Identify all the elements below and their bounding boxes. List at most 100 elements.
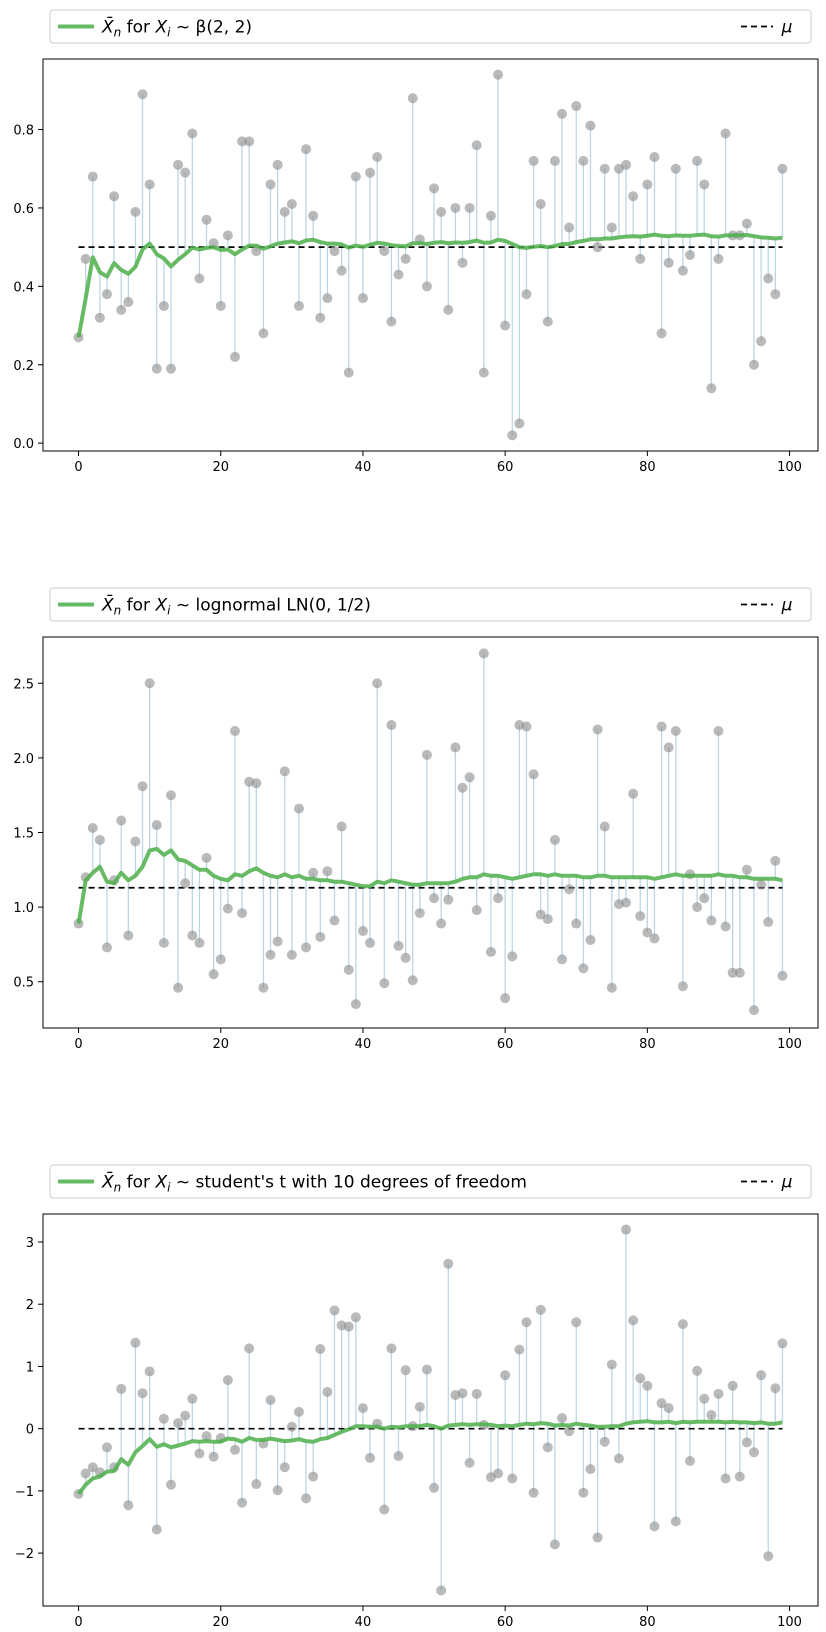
sample-point: [457, 782, 468, 793]
x-tick-label: 60: [497, 1615, 514, 1630]
x-tick-label: 60: [497, 1037, 514, 1052]
sample-point: [421, 749, 432, 760]
sample-point: [621, 897, 632, 908]
sample-point: [592, 1532, 603, 1543]
sample-point: [464, 202, 475, 213]
sample-point: [585, 1464, 596, 1475]
sample-point: [308, 210, 319, 221]
sample-point: [201, 1431, 212, 1442]
sample-point: [301, 1493, 312, 1504]
sample-point: [464, 772, 475, 783]
sample-point: [443, 894, 454, 905]
sample-point: [606, 1359, 617, 1370]
x-tick-label: 80: [639, 1037, 656, 1052]
sample-point: [308, 1471, 319, 1482]
legend-mu-label: μ: [781, 596, 793, 616]
sample-point: [365, 1452, 376, 1463]
sample-point: [365, 937, 376, 948]
sample-point: [564, 222, 575, 233]
sample-point: [336, 265, 347, 276]
sample-point: [130, 1337, 141, 1348]
sample-point: [94, 834, 105, 845]
sample-point: [123, 1500, 134, 1511]
sample-point: [571, 918, 582, 929]
sample-point: [507, 951, 518, 962]
sample-point: [222, 230, 233, 241]
sample-point: [222, 903, 233, 914]
sample-point: [400, 952, 411, 963]
y-tick-label: 0.4: [13, 280, 34, 295]
sample-point: [123, 930, 134, 941]
x-tick-label: 100: [777, 1037, 802, 1052]
plot-frame: [42, 1213, 819, 1607]
sample-point: [514, 418, 525, 429]
y-tick-label: 2.0: [13, 752, 34, 767]
sample-point: [286, 949, 297, 960]
sample-point: [685, 1456, 696, 1467]
sample-point: [109, 191, 120, 202]
sample-point: [549, 1539, 560, 1550]
sample-point: [350, 171, 361, 182]
sample-point: [414, 908, 425, 919]
sample-point: [749, 359, 760, 370]
sample-point: [279, 766, 290, 777]
sample-point: [400, 253, 411, 264]
chart-panel-3: 0 20 40 60 80 100 −2 −1 0 1 2 3 X̄n for Xi ∼ student…: [15, 1164, 819, 1630]
sample-point: [635, 253, 646, 264]
sample-point: [720, 1473, 731, 1484]
sample-point: [649, 152, 660, 162]
sample-point: [443, 1258, 454, 1269]
sample-point: [315, 931, 326, 942]
legend-mu-label: μ: [781, 18, 793, 38]
sample-point: [350, 999, 361, 1010]
y-tick-label: 3: [26, 1236, 34, 1251]
sample-point: [379, 978, 390, 989]
sample-point: [123, 297, 134, 308]
sample-point: [685, 250, 696, 260]
sample-point: [777, 163, 788, 174]
sample-point: [286, 1421, 297, 1432]
sample-point: [322, 293, 333, 304]
sample-point: [137, 1388, 148, 1399]
sample-point: [357, 1403, 368, 1414]
sample-point: [372, 152, 383, 162]
sample-point: [699, 179, 710, 190]
x-tick-label: 100: [777, 460, 802, 475]
sample-point: [293, 803, 304, 814]
sample-point: [549, 155, 560, 166]
sample-point: [101, 289, 112, 300]
sample-point: [457, 1388, 468, 1399]
sample-point: [592, 724, 603, 735]
sample-point: [677, 265, 688, 276]
sample-point: [87, 1462, 98, 1473]
sample-point: [528, 769, 539, 780]
sample-point: [137, 89, 148, 100]
sample-point: [756, 336, 767, 347]
chart-panel-2: 0 20 40 60 80 100 0.5 1.0 1.5 2.0 2.5 X̄n for Xi ∼ …: [13, 587, 819, 1052]
sample-point: [329, 246, 340, 257]
sample-point: [692, 902, 703, 913]
sample-point: [237, 136, 248, 147]
sample-point: [208, 969, 219, 980]
sample-point: [599, 821, 610, 832]
sample-point: [670, 1516, 681, 1527]
sample-point: [542, 316, 553, 327]
sample-point: [251, 778, 262, 789]
sample-point: [493, 1468, 504, 1479]
sample-point: [656, 328, 667, 339]
sample-point: [293, 1406, 304, 1417]
sample-point: [478, 367, 489, 378]
y-tick-label: 1.0: [13, 901, 34, 916]
running-mean-line: [76, 232, 783, 338]
sample-point: [308, 867, 319, 878]
sample-point: [73, 918, 84, 929]
sample-point: [336, 821, 347, 832]
sample-point: [165, 363, 176, 374]
sample-point: [606, 982, 617, 993]
x-tick-label: 20: [212, 460, 229, 475]
sample-point: [94, 312, 105, 323]
sample-point: [749, 1005, 760, 1016]
legend: X̄n for Xi ∼ student's t with 10 degrees…: [49, 1164, 812, 1199]
sample-point: [521, 1317, 532, 1328]
sample-point: [599, 163, 610, 174]
